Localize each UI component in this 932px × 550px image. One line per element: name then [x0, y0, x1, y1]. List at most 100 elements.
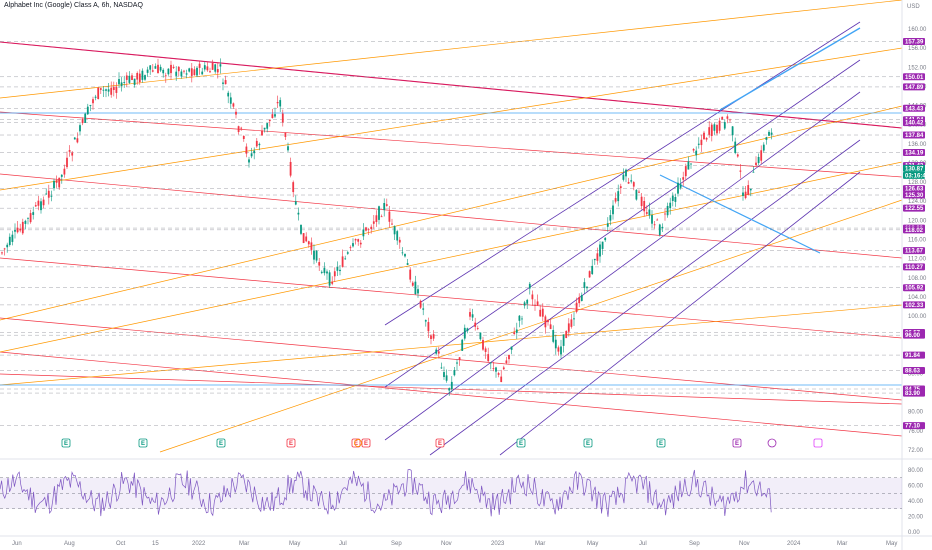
- candle-body: [409, 269, 412, 280]
- candle-body: [388, 211, 391, 222]
- time-axis-label: Sep: [689, 541, 700, 547]
- candle-body: [609, 215, 612, 221]
- time-axis-label: Jun: [12, 541, 22, 547]
- price-tick-label: 112.00: [908, 257, 927, 263]
- candle-body: [240, 127, 243, 129]
- candle-body: [58, 177, 61, 188]
- candle-body: [523, 302, 526, 306]
- candle-body: [188, 68, 191, 72]
- candle-body: [367, 229, 370, 231]
- candle-body: [708, 127, 711, 135]
- candle-body: [619, 186, 622, 189]
- candle-body: [50, 195, 53, 197]
- price-tag-label: 88.63: [905, 368, 921, 374]
- candle-body: [284, 132, 287, 137]
- candle-body: [305, 236, 308, 242]
- candle-body: [86, 106, 89, 115]
- candle-body: [310, 242, 313, 250]
- price-tag-background: [903, 301, 925, 309]
- price-tag: 147.89: [903, 83, 925, 91]
- price-tag: 134.19: [903, 148, 925, 156]
- candle-body: [656, 219, 659, 221]
- price-tag-background: [903, 191, 925, 199]
- red-channel-line: [0, 173, 903, 259]
- price-tick-label: 76.00: [908, 429, 924, 435]
- candle-body: [47, 190, 50, 198]
- candle-body: [219, 64, 222, 67]
- candle-body: [105, 89, 107, 91]
- candle-body: [222, 82, 224, 84]
- candle-body: [674, 196, 677, 202]
- candle-body: [482, 339, 484, 350]
- price-tag: 91.84: [903, 351, 925, 359]
- candle-body: [731, 126, 734, 136]
- candle-body: [180, 71, 183, 77]
- time-axis-label: Mar: [535, 541, 545, 547]
- candle-body: [279, 100, 282, 107]
- candle-body: [414, 281, 417, 295]
- candle-body: [755, 162, 757, 166]
- candle-body: [224, 80, 227, 85]
- candle-body: [677, 182, 679, 194]
- candle-body: [84, 113, 87, 123]
- candle-body: [573, 318, 575, 320]
- earnings-marker: E: [732, 438, 742, 448]
- price-tag-label: 143.43: [905, 106, 924, 112]
- price-tag: 140.42: [903, 119, 925, 127]
- candle-body: [60, 174, 63, 177]
- candle-body: [687, 161, 690, 170]
- candle-body: [510, 346, 513, 350]
- price-tag-background: [903, 226, 925, 234]
- candle-body: [578, 297, 581, 304]
- candle-body: [123, 82, 126, 83]
- candle-body: [97, 87, 100, 100]
- candle-body: [570, 319, 573, 327]
- candle-body: [81, 119, 84, 124]
- candle-body: [40, 201, 42, 211]
- price-tag-background: [903, 331, 925, 339]
- candle-body: [349, 247, 352, 249]
- candle-body: [177, 66, 180, 72]
- candle-body: [401, 252, 404, 254]
- candle-body: [237, 126, 240, 133]
- candle-body: [627, 181, 630, 184]
- candle-body: [614, 198, 617, 202]
- candle-body: [658, 224, 661, 236]
- candle-body: [591, 265, 594, 274]
- price-tick-label: 124.00: [908, 199, 927, 205]
- candle-body: [255, 140, 258, 147]
- candle-body: [752, 171, 755, 173]
- price-tag-background: [903, 422, 925, 430]
- candle-body: [461, 339, 464, 351]
- candle-body: [34, 205, 37, 207]
- candle-body: [560, 346, 562, 355]
- earnings-letter: E: [219, 441, 223, 447]
- price-tag: 157.39: [903, 37, 925, 45]
- time-axis-label: Mar: [837, 541, 847, 547]
- candle-body: [489, 362, 492, 364]
- time-axis-label: Jul: [639, 541, 647, 547]
- candle-body: [359, 242, 362, 245]
- candle-body: [640, 196, 643, 207]
- price-tag-background: [903, 164, 925, 172]
- earnings-marker: E: [361, 438, 371, 448]
- candle-body: [99, 88, 102, 90]
- candle-body: [73, 137, 76, 140]
- candle-body: [419, 300, 422, 308]
- candle-body: [497, 373, 500, 375]
- chart-title: Alphabet Inc (Google) Class A, 6h, NASDA…: [4, 2, 143, 9]
- price-tick-label: 152.00: [908, 65, 927, 71]
- earnings-marker: E: [216, 438, 226, 448]
- price-tag-label: 96.00: [905, 333, 921, 339]
- candle-body: [274, 114, 276, 117]
- rsi-tick-label: 40.00: [908, 499, 924, 505]
- candle-body: [266, 123, 269, 129]
- candle-body: [734, 141, 737, 153]
- candle-body: [492, 368, 495, 370]
- candle-body: [458, 357, 461, 361]
- candle-body: [661, 226, 664, 229]
- price-tag-background: [903, 148, 925, 156]
- candle-body: [248, 159, 250, 163]
